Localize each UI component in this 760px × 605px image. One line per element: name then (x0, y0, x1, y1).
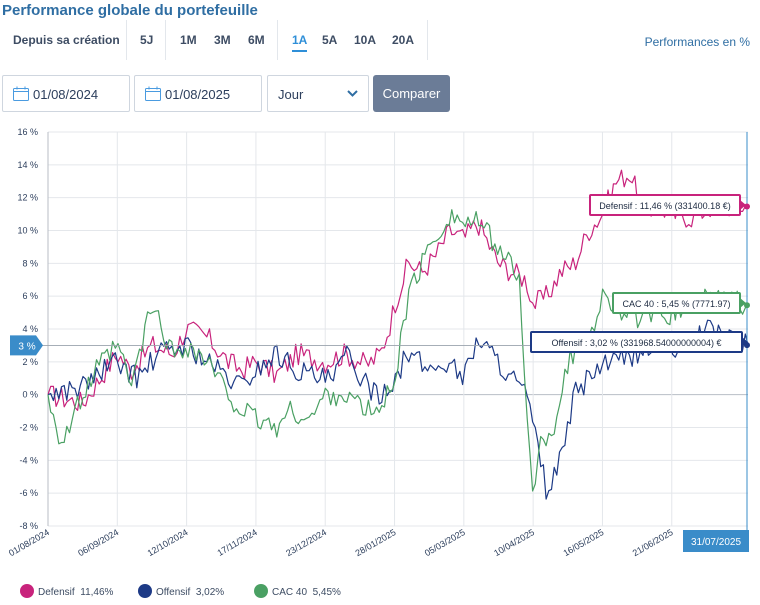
chevron-down-icon (347, 90, 358, 97)
y-tick-label: -2 % (19, 423, 38, 433)
x-tick-label: 06/09/2024 (76, 527, 120, 558)
legend-name: CAC 40 (272, 587, 308, 598)
tooltip-text: CAC 40 : 5,45 % (7771.97) (622, 299, 730, 309)
y-tick-label: -8 % (19, 521, 38, 531)
tooltip-text: Offensif : 3,02 % (331968.54000000004) € (552, 338, 722, 348)
y-tick-label: 12 % (17, 193, 38, 203)
period-1m[interactable]: 1M (180, 33, 197, 47)
y-tick-label: 10 % (17, 226, 38, 236)
period-divider (427, 20, 428, 60)
legend-name: Offensif (156, 587, 191, 598)
crosshair-x-label: 31/07/2025 (691, 537, 741, 548)
period-20a[interactable]: 20A (392, 33, 415, 47)
end-date-field[interactable]: 01/08/2025 (134, 75, 262, 112)
period-divider (126, 20, 127, 60)
granularity-select[interactable]: Jour (267, 75, 369, 112)
x-tick-label: 17/11/2024 (215, 527, 258, 558)
series-line-defensif (47, 169, 749, 411)
x-tick-label: 12/10/2024 (146, 527, 190, 558)
y-tick-label: 8 % (22, 258, 38, 268)
y-tick-label: -4 % (19, 455, 38, 465)
period-selector: Depuis sa création 5J 1M 3M 6M 1A 5A 10A… (0, 20, 760, 60)
y-tick-label: 14 % (17, 160, 38, 170)
x-tick-label: 23/12/2024 (284, 527, 328, 558)
tooltip-pointer (740, 200, 746, 210)
x-tick-label: 10/04/2025 (492, 527, 536, 558)
calendar-icon (145, 86, 161, 101)
legend-dot (138, 584, 152, 598)
y-tick-label: 6 % (22, 291, 38, 301)
legend-value: 5,45% (312, 587, 341, 598)
period-6m[interactable]: 6M (248, 33, 265, 47)
tooltip-text: Defensif : 11,46 % (331400.18 €) (599, 201, 730, 211)
crosshair-x-badge (683, 530, 749, 552)
tooltip-pointer (742, 337, 748, 347)
x-tick-label: 01/08/2024 (7, 527, 51, 558)
legend-dot (20, 584, 34, 598)
y-tick-label: 4 % (22, 324, 38, 334)
period-since-creation[interactable]: Depuis sa création (13, 33, 120, 47)
start-date-value: 01/08/2024 (33, 87, 99, 102)
y-tick-label: 16 % (17, 127, 38, 137)
legend-value: 11,46% (80, 587, 114, 598)
y-tick-label: -6 % (19, 488, 38, 498)
y-tick-label: 2 % (22, 357, 38, 367)
period-5a[interactable]: 5A (322, 33, 338, 47)
x-tick-label: 05/03/2025 (423, 527, 467, 558)
period-10a[interactable]: 10A (354, 33, 377, 47)
period-3m[interactable]: 3M (214, 33, 231, 47)
calendar-icon (13, 86, 29, 101)
tooltip-pointer (740, 298, 746, 308)
series-end-marker (744, 302, 750, 309)
compare-button[interactable]: Comparer (373, 75, 450, 112)
legend-value: 3,02% (195, 587, 225, 598)
legend-name: Defensif (38, 587, 75, 598)
period-divider (165, 20, 166, 60)
period-5j[interactable]: 5J (140, 33, 154, 47)
y-tick-label: 0 % (22, 390, 38, 400)
x-tick-label: 16/05/2025 (561, 527, 605, 558)
crosshair-y-badge (10, 335, 43, 356)
granularity-value: Jour (278, 87, 304, 102)
end-date-value: 01/08/2025 (165, 87, 231, 102)
x-tick-label: 21/06/2025 (631, 527, 675, 558)
period-divider (277, 20, 278, 60)
start-date-field[interactable]: 01/08/2024 (2, 75, 130, 112)
legend-dot (254, 584, 268, 598)
performance-chart: -8 % -6 % -4 % -2 % 0 % 2 % 4 % 6 % 8 % 10 % 12 % 1… (7, 127, 750, 558)
x-tick-label: 28/01/2025 (354, 527, 398, 558)
period-1a[interactable]: 1A (292, 33, 308, 52)
page-title: Performance globale du portefeuille (2, 2, 258, 19)
crosshair-y-label: 3 % (18, 341, 35, 352)
performance-unit-toggle[interactable]: Performances en % (644, 35, 750, 49)
